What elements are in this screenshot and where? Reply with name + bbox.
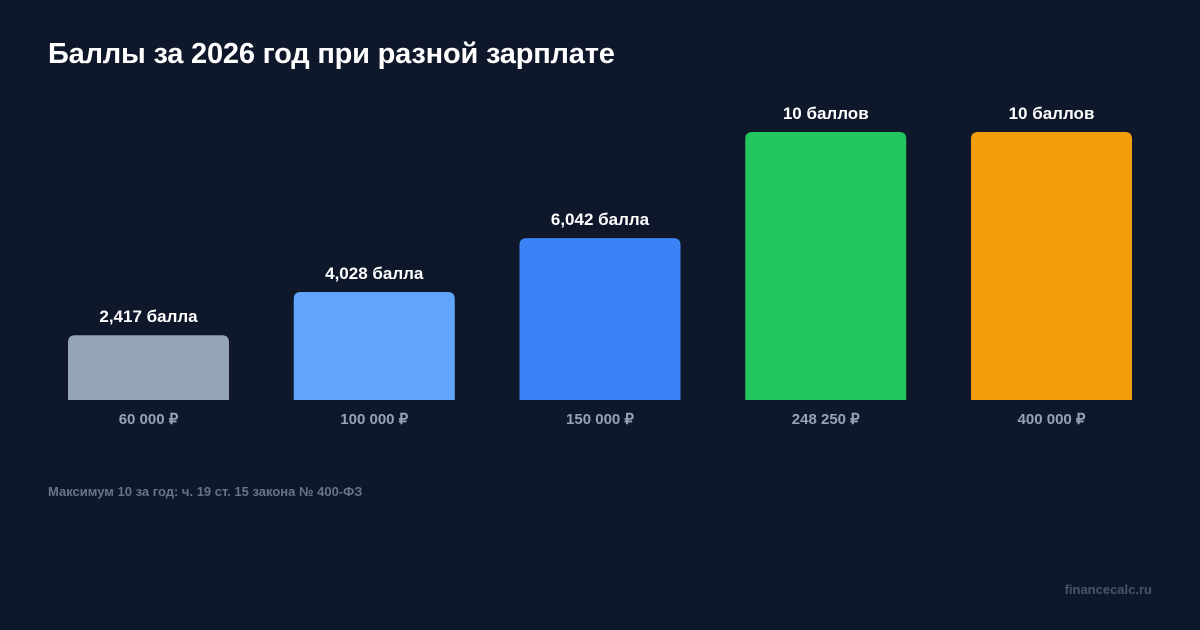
category-label-2: 100 000 ₽ <box>340 411 408 428</box>
site-name: financecalc.ru <box>1064 582 1152 597</box>
category-label-5: 400 000 ₽ <box>1018 411 1086 428</box>
bar-5 <box>971 132 1132 400</box>
bar-3 <box>519 238 681 400</box>
bar-1 <box>68 335 229 400</box>
bar-value-label-3: 6,042 балла <box>551 210 650 229</box>
bars-group: 2,417 балла 60 000 ₽ 4,028 балла 100 000 ₽ 6… <box>68 104 1132 428</box>
bar-2 <box>293 292 455 400</box>
footnote: Максимум 10 за год: ч. 19 ст. 15 закона … <box>48 484 363 499</box>
chart-title: Баллы за 2026 год при разной зарплате <box>48 38 615 70</box>
category-label-4: 248 250 ₽ <box>792 411 860 428</box>
bar-value-label-4: 10 баллов <box>783 104 869 123</box>
bar-4 <box>745 132 907 400</box>
bar-value-label-1: 2,417 балла <box>99 307 198 326</box>
bar-value-label-5: 10 баллов <box>1009 104 1095 123</box>
bar-value-label-2: 4,028 балла <box>325 264 424 283</box>
category-label-3: 150 000 ₽ <box>566 411 634 428</box>
category-label-1: 60 000 ₽ <box>119 411 179 428</box>
